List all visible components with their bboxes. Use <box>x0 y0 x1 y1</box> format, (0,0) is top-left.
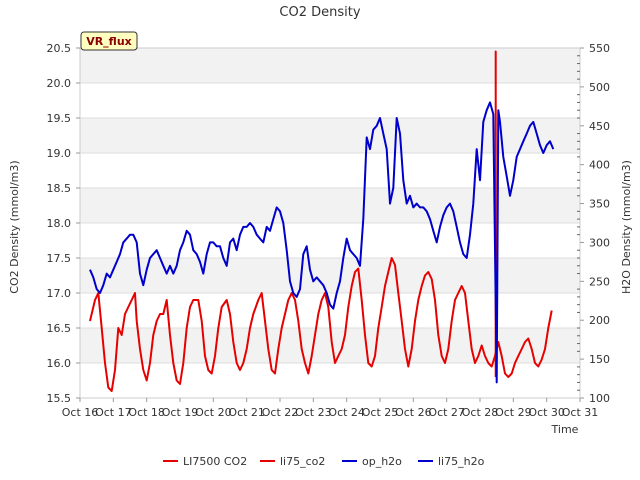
right-y-tick-label: 200 <box>589 314 610 327</box>
legend-item-li75-co2: li75_co2 <box>260 455 325 468</box>
right-y-tick-label: 150 <box>589 353 610 366</box>
left-y-tick-label: 19.5 <box>47 112 72 125</box>
left-y-tick-label: 17.0 <box>47 287 72 300</box>
x-tick-label: Oct 19 <box>162 406 199 419</box>
left-y-tick-label: 15.5 <box>47 392 72 405</box>
right-y-axis: 100 150 200 250 300 350 400 450 500 550 <box>580 42 610 405</box>
series-layer <box>89 50 555 392</box>
right-y-tick-label: 350 <box>589 198 610 211</box>
right-y-tick-label: 500 <box>589 81 610 94</box>
plot-band <box>80 48 580 83</box>
vr-flux-badge: VR_flux <box>80 31 138 51</box>
x-tick-label: Oct 25 <box>362 406 399 419</box>
badge-box <box>80 31 138 51</box>
x-tick-label: Oct 20 <box>195 406 232 419</box>
legend-item-op-h2o: op_h2o <box>342 455 402 468</box>
x-axis-label: Time <box>551 423 579 436</box>
right-y-tick-label: 450 <box>589 120 610 133</box>
right-y-axis-label: H2O Density (mmol/m3) <box>620 160 633 294</box>
right-y-tick-label: 400 <box>589 159 610 172</box>
legend: LI7500 CO2 li75_co2 op_h2o li75_h2o <box>163 455 485 468</box>
x-tick-label: Oct 29 <box>495 406 532 419</box>
left-y-tick-label: 18.5 <box>47 182 72 195</box>
left-y-axis: 15.5 16.0 16.5 17.0 17.5 18.0 18.5 19.0 19.5 20.0… <box>47 42 80 405</box>
legend-item-li75-h2o: li75_h2o <box>418 455 485 468</box>
x-tick-label: Oct 21 <box>228 406 265 419</box>
x-tick-label: Oct 16 <box>62 406 99 419</box>
x-tick-label: Oct 31 <box>562 406 599 419</box>
right-y-tick-label: 550 <box>589 42 610 55</box>
legend-item-li7500-co2: LI7500 CO2 <box>163 455 247 468</box>
badge-label: VR_flux <box>86 35 132 48</box>
series-line-li75-h2o <box>89 101 555 384</box>
x-tick-label: Oct 26 <box>395 406 432 419</box>
left-y-tick-label: 20.5 <box>47 42 72 55</box>
left-y-tick-label: 16.5 <box>47 322 72 335</box>
x-tick-label: Oct 22 <box>262 406 299 419</box>
x-tick-label: Oct 23 <box>295 406 332 419</box>
x-tick-label: Oct 18 <box>128 406 165 419</box>
plot-band <box>80 188 580 223</box>
right-y-tick-label: 250 <box>589 275 610 288</box>
legend-label: li75_h2o <box>438 455 485 468</box>
x-tick-label: Oct 30 <box>528 406 565 419</box>
legend-label: op_h2o <box>362 455 402 468</box>
chart-title: CO2 Density <box>279 5 360 20</box>
x-tick-label: Oct 28 <box>462 406 499 419</box>
plot-band <box>80 258 580 293</box>
left-y-axis-label: CO2 Density (mmol/m3) <box>8 160 21 293</box>
plot-band <box>80 118 580 153</box>
legend-label: LI7500 CO2 <box>183 455 247 468</box>
left-y-tick-label: 20.0 <box>47 77 72 90</box>
x-tick-label: Oct 27 <box>428 406 465 419</box>
left-y-tick-label: 19.0 <box>47 147 72 160</box>
x-tick-label: Oct 17 <box>95 406 132 419</box>
right-y-tick-label: 100 <box>589 392 610 405</box>
right-y-tick-label: 300 <box>589 236 610 249</box>
left-y-tick-label: 17.5 <box>47 252 72 265</box>
series-line-li75-co2 <box>89 257 553 392</box>
legend-label: li75_co2 <box>280 455 325 468</box>
left-y-tick-label: 16.0 <box>47 357 72 370</box>
right-minor-ticks <box>577 55 580 391</box>
x-tick-label: Oct 24 <box>328 406 365 419</box>
left-y-tick-label: 18.0 <box>47 217 72 230</box>
